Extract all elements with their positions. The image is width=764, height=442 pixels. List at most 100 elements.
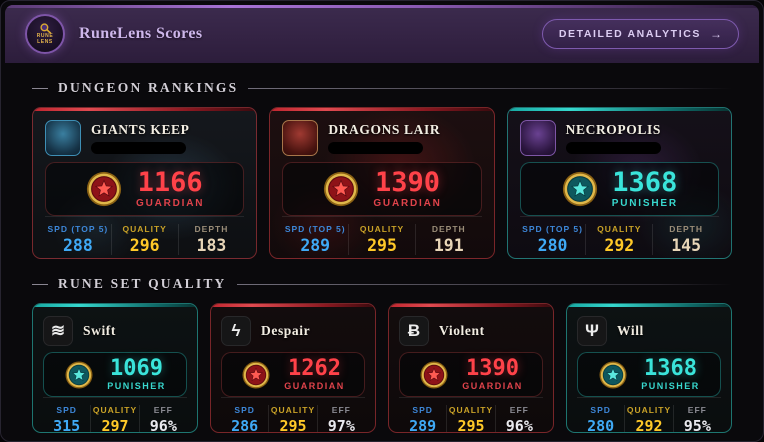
dungeon-card: GIANTS KEEP 1166 GUARDIAN SPD (TOP 5) 288… [32,107,258,259]
dungeon-rankings-grid: GIANTS KEEP 1166 GUARDIAN SPD (TOP 5) 288… [32,107,732,259]
dungeon-card-header: DRAGONS LAIR [282,120,481,156]
card-accent-bar [389,304,553,307]
header: RUNE LENS RuneLens Scores DETAILED ANALY… [5,5,759,63]
stat-eff: EFF 97% [316,405,365,433]
rune-card-header: Ƀ Violent [399,316,543,346]
rank-badge-icon [64,360,94,390]
stat-label: QUALITY [122,223,167,234]
stat-value: 96% [505,417,533,433]
score-pill: 1262 GUARDIAN [221,352,365,398]
dungeon-card-header: NECROPOLIS [519,120,719,156]
stat-label: SPD [56,405,77,416]
stat-label: SPD (TOP 5) [47,223,109,234]
stat-quality: QUALITY 292 [585,223,652,255]
stat-label: SPD [590,405,611,416]
dungeon-card-header: GIANTS KEEP [45,120,244,156]
rune-set-icon: ϟ [221,316,251,346]
score-pill: 1390 GUARDIAN [282,162,482,216]
stat-quality: QUALITY 297 [90,405,138,432]
stat-label: QUALITY [597,223,642,234]
stat-value: 96% [149,417,177,433]
content: DUNGEON RANKINGS GIANTS KEEP 1166 GUARDI… [5,80,759,433]
rank-label: PUNISHER [611,197,678,209]
magnifier-icon [39,23,51,34]
stat-depth: DEPTH 191 [414,223,482,255]
stat-value: 95% [683,417,711,433]
stat-spd: SPD 315 [43,405,90,433]
rune-card-header: Ψ Will [577,316,721,346]
detailed-analytics-label: DETAILED ANALYTICS [558,28,701,40]
dungeon-name: NECROPOLIS [565,122,661,137]
score-pill: 1390 GUARDIAN [399,352,543,398]
rank-label: GUARDIAN [284,381,345,392]
stat-value: 183 [196,235,227,255]
rune-set-icon: ≋ [43,316,73,346]
redacted-player-name [91,142,186,154]
stat-eff: EFF 96% [138,405,187,433]
detailed-analytics-button[interactable]: DETAILED ANALYTICS → [541,19,739,49]
stat-label: SPD [234,405,255,416]
stat-value: 295 [279,417,307,433]
rune-set-card: Ƀ Violent 1390 GUARDIAN SPD 289 QUALITY 295… [388,303,554,433]
stats-row: SPD (TOP 5) 288 QUALITY 296 DEPTH 183 [45,215,245,255]
stat-value: 315 [53,417,81,433]
section-line [236,283,732,285]
stats-row: SPD 289 QUALITY 295 EFF 96% [399,397,543,433]
rune-set-name: Swift [83,323,116,338]
stat-value: 286 [231,417,259,433]
stat-eff: EFF 96% [494,405,543,433]
rune-set-quality-grid: ≋ Swift 1069 PUNISHER SPD 315 QUALITY 297 EF… [32,303,732,433]
header-accent-line [5,5,759,8]
stat-value: 289 [300,235,331,255]
score-value: 1069 [110,356,163,381]
card-accent-bar [270,108,494,111]
stat-eff: EFF 95% [672,405,721,433]
stat-value: 280 [587,417,615,433]
section-dash [32,283,48,285]
rank-badge-icon [322,170,360,208]
dungeon-card: DRAGONS LAIR 1390 GUARDIAN SPD (TOP 5) 28… [269,107,495,259]
logo-text-line1: RUNE [36,32,54,39]
stat-label: EFF [687,405,707,416]
stat-value: 97% [327,417,355,433]
rank-badge-icon [241,360,271,390]
stat-label: DEPTH [194,223,229,234]
dungeon-icon [282,120,319,156]
rune-card-header: ≋ Swift [43,316,187,346]
stat-depth: DEPTH 145 [652,223,719,255]
stat-value: 292 [635,417,663,433]
stat-label: EFF [509,405,529,416]
stat-label: DEPTH [669,223,704,234]
score-pill: 1069 PUNISHER [43,352,187,398]
stat-label: QUALITY [359,223,405,234]
score-pill: 1368 PUNISHER [577,352,721,398]
rune-set-icon: Ƀ [399,316,429,346]
stat-label: DEPTH [431,223,466,234]
stats-row: SPD (TOP 5) 289 QUALITY 295 DEPTH 191 [282,215,482,255]
dungeon-name: DRAGONS LAIR [328,122,441,137]
rank-label: GUARDIAN [462,381,523,392]
stat-spd: SPD 289 [399,405,446,432]
stat-label: QUALITY [626,405,672,416]
rank-badge-icon [598,360,628,390]
stat-value: 288 [62,235,93,255]
card-accent-bar [211,304,375,307]
stat-quality: QUALITY 295 [446,405,494,432]
section-title: DUNGEON RANKINGS [58,80,239,95]
stats-row: SPD (TOP 5) 280 QUALITY 292 DEPTH 145 [519,215,719,255]
redacted-player-name [328,142,424,154]
score-pill: 1368 PUNISHER [519,162,719,216]
stat-value: 145 [671,235,702,255]
stat-label: EFF [153,405,173,416]
rank-label: GUARDIAN [136,197,205,209]
stat-spd: SPD (TOP 5) 280 [520,224,586,255]
rank-label: GUARDIAN [373,197,442,209]
stat-label: SPD (TOP 5) [522,223,583,234]
rank-badge-icon [561,170,599,208]
score-pill: 1166 GUARDIAN [45,162,245,216]
rune-set-name: Violent [439,323,485,338]
stat-value: 296 [129,235,160,255]
rank-label: PUNISHER [641,381,700,392]
stat-value: 191 [433,235,464,255]
